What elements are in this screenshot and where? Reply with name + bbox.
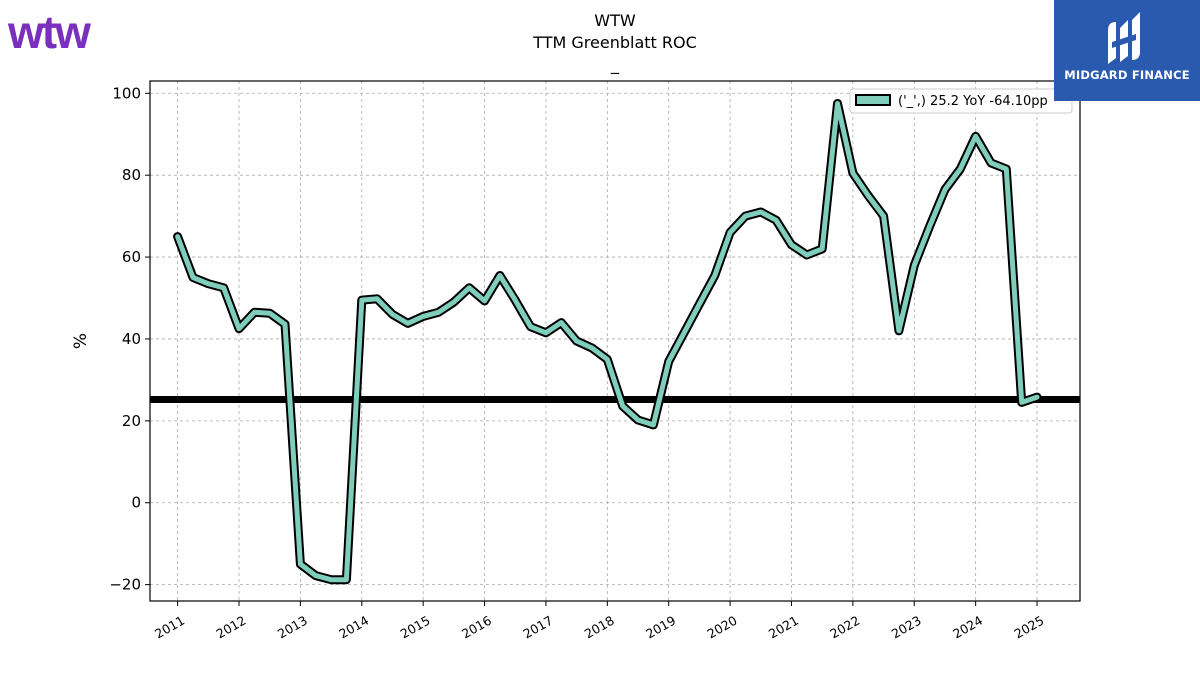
data-point xyxy=(1020,401,1023,404)
data-point xyxy=(990,161,993,164)
data-point xyxy=(667,360,670,363)
plot-frame xyxy=(149,80,1081,602)
watermark-text: MIDGARD FINANCE xyxy=(1064,68,1190,82)
data-point xyxy=(897,329,900,332)
data-point xyxy=(284,323,287,326)
y-tick-label: 0 xyxy=(131,494,141,512)
data-point xyxy=(1005,168,1008,171)
data-point xyxy=(529,325,532,328)
data-point xyxy=(544,331,547,334)
data-point xyxy=(913,264,916,267)
x-tick-label: 2013 xyxy=(275,613,310,642)
x-tick-label: 2019 xyxy=(643,613,678,642)
data-point xyxy=(176,235,179,238)
data-point xyxy=(867,194,870,197)
data-point xyxy=(790,243,793,246)
data-point xyxy=(637,419,640,422)
data-point xyxy=(928,225,931,228)
data-point xyxy=(406,322,409,325)
x-tick-label: 2021 xyxy=(766,613,801,642)
y-tick-label: 20 xyxy=(122,412,141,430)
data-point xyxy=(591,347,594,350)
data-point xyxy=(314,574,317,577)
y-tick-label: 100 xyxy=(112,84,141,102)
chart-subtitle: TTM Greenblatt ROC xyxy=(532,33,697,52)
data-point xyxy=(560,321,563,324)
data-point xyxy=(498,274,501,277)
data-point xyxy=(437,311,440,314)
x-tick-label: 2025 xyxy=(1011,613,1046,642)
data-point xyxy=(238,327,241,330)
y-axis: −20 0 20 40 60 80 100 xyxy=(109,84,150,594)
x-tick-label: 2023 xyxy=(889,613,924,642)
series-group xyxy=(173,99,1042,585)
x-tick-label: 2022 xyxy=(827,613,862,642)
chart-subtitle-2: _ xyxy=(610,55,620,75)
legend: ('_',) 25.2 YoY -64.10pp xyxy=(849,88,1073,114)
x-tick-label: 2014 xyxy=(336,613,371,642)
data-point xyxy=(1036,396,1039,399)
legend-box xyxy=(849,88,1073,114)
data-point xyxy=(514,299,517,302)
chart-title: WTW xyxy=(594,11,636,30)
x-tick-label: 2011 xyxy=(152,613,187,642)
data-point xyxy=(360,299,363,302)
data-point xyxy=(483,299,486,302)
data-point xyxy=(606,358,609,361)
data-point xyxy=(851,172,854,175)
data-point xyxy=(775,219,778,222)
x-tick-label: 2018 xyxy=(582,613,617,642)
legend-label: ('_',) 25.2 YoY -64.10pp xyxy=(898,94,1048,109)
data-point xyxy=(575,340,578,343)
data-point xyxy=(821,247,824,250)
legend-swatch xyxy=(855,94,891,106)
data-point xyxy=(974,135,977,138)
data-point xyxy=(698,303,701,306)
data-point xyxy=(299,563,302,566)
data-point xyxy=(253,311,256,314)
y-tick-label: 80 xyxy=(122,166,141,184)
data-point xyxy=(713,274,716,277)
data-point xyxy=(391,313,394,316)
data-point xyxy=(944,188,947,191)
y-axis-label: % xyxy=(71,333,91,349)
midgard-finance-watermark: MIDGARD FINANCE xyxy=(1054,0,1200,101)
x-axis: 2011 2012 2013 2014 2015 2016 2017 2018 2019 2020… xyxy=(152,601,1047,642)
x-tick-label: 2024 xyxy=(950,613,985,642)
data-point xyxy=(959,168,962,171)
data-point xyxy=(744,215,747,218)
data-point xyxy=(452,301,455,304)
y-tick-label: 40 xyxy=(122,330,141,348)
data-point xyxy=(683,331,686,334)
data-point xyxy=(836,102,839,105)
series-line xyxy=(175,101,1040,583)
data-point xyxy=(330,578,333,581)
data-point xyxy=(192,276,195,279)
data-point xyxy=(882,215,885,218)
data-point xyxy=(207,282,210,285)
data-point xyxy=(652,423,655,426)
data-point xyxy=(729,231,732,234)
data-point xyxy=(422,315,425,318)
y-tick-label: 60 xyxy=(122,248,141,266)
data-point xyxy=(268,312,271,315)
x-tick-label: 2020 xyxy=(705,613,740,642)
data-point xyxy=(805,254,808,257)
data-point xyxy=(222,286,225,289)
y-tick-label: −20 xyxy=(109,576,141,594)
wtw-logo: wtw xyxy=(8,6,91,58)
data-point xyxy=(759,211,762,214)
x-tick-label: 2017 xyxy=(520,613,555,642)
data-point xyxy=(376,297,379,300)
data-point xyxy=(621,405,624,408)
x-tick-label: 2015 xyxy=(398,613,433,642)
midgard-logo-icon xyxy=(1108,12,1140,64)
x-tick-label: 2012 xyxy=(213,613,248,642)
x-tick-label: 2016 xyxy=(459,613,494,642)
data-point xyxy=(345,578,348,581)
data-point xyxy=(468,286,471,289)
